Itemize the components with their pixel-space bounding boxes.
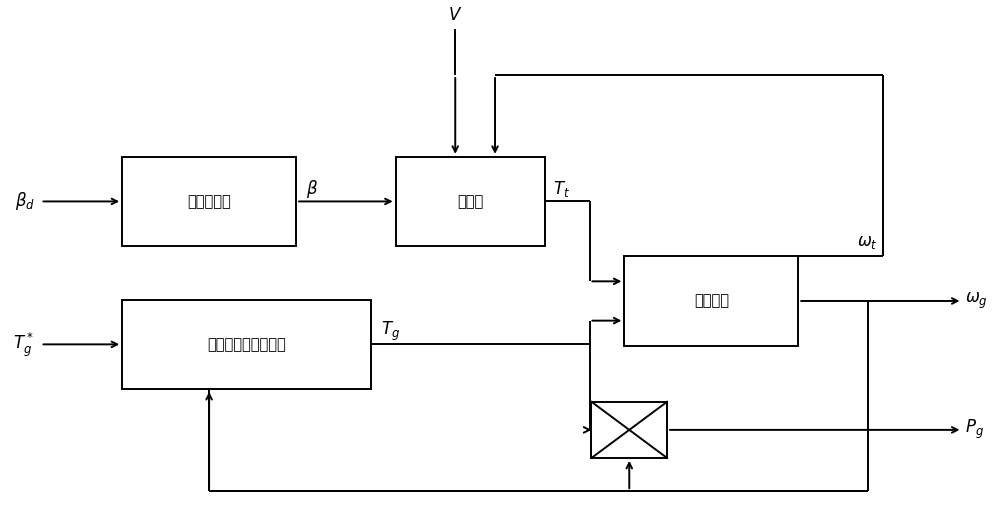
Bar xyxy=(624,256,798,346)
Text: $T_g$: $T_g$ xyxy=(381,320,400,343)
Text: $\omega_t$: $\omega_t$ xyxy=(857,233,878,251)
Text: $V$: $V$ xyxy=(448,6,462,24)
Bar xyxy=(122,300,371,389)
Text: $P_g$: $P_g$ xyxy=(965,418,984,442)
Text: 风力机: 风力机 xyxy=(457,194,483,209)
Text: $T_t$: $T_t$ xyxy=(553,179,570,199)
Text: $\beta$: $\beta$ xyxy=(306,177,318,200)
Text: 传动系统: 传动系统 xyxy=(694,293,729,309)
Bar xyxy=(591,402,667,458)
Text: 发电机及其控制系统: 发电机及其控制系统 xyxy=(207,337,286,352)
Text: $\omega_g$: $\omega_g$ xyxy=(965,291,988,311)
Text: 变桨距系统: 变桨距系统 xyxy=(187,194,231,209)
Bar xyxy=(396,157,545,246)
Bar xyxy=(122,157,296,246)
Text: $T_g^*$: $T_g^*$ xyxy=(13,330,35,359)
Text: $\beta_d$: $\beta_d$ xyxy=(15,191,35,212)
